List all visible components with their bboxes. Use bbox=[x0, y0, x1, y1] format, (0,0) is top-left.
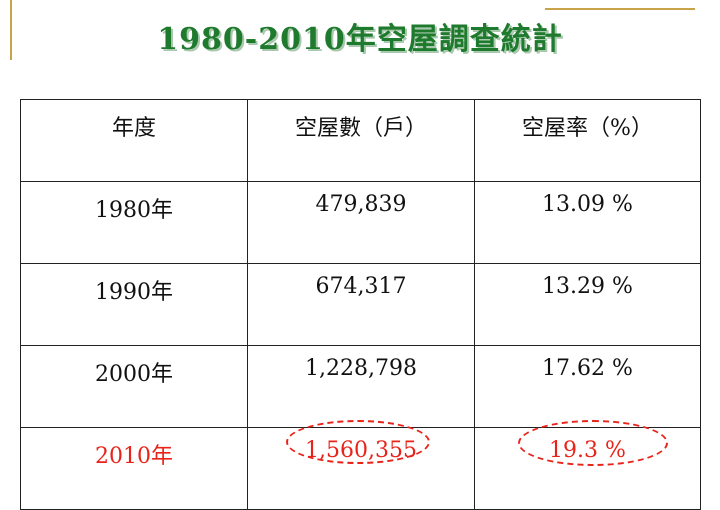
count-cell: 1,560,355 bbox=[247, 427, 475, 510]
count-cell: 1,228,798 bbox=[247, 345, 475, 428]
rate-cell: 19.3 % bbox=[474, 427, 701, 510]
page-title: 1980-2010年空屋調查統計 bbox=[157, 22, 563, 57]
table-row: 2000年 1,228,798 17.62 % bbox=[20, 345, 701, 428]
year-cell: 2010年 bbox=[20, 427, 248, 510]
rate-cell: 13.29 % bbox=[474, 263, 701, 346]
vacancy-table: 年度 空屋數（戶） 空屋率（%） 1980年 479,839 13.09 % 1… bbox=[20, 99, 701, 510]
year-cell: 1980年 bbox=[20, 181, 248, 264]
table-row-highlighted: 2010年 1,560,355 19.3 % bbox=[20, 427, 701, 510]
header-vacant-count: 空屋數（戶） bbox=[247, 99, 475, 182]
year-cell: 1990年 bbox=[20, 263, 248, 346]
count-cell: 479,839 bbox=[247, 181, 475, 264]
left-accent-rule bbox=[10, 0, 12, 60]
rate-cell: 13.09 % bbox=[474, 181, 701, 264]
count-cell: 674,317 bbox=[247, 263, 475, 346]
rate-cell: 17.62 % bbox=[474, 345, 701, 428]
year-cell: 2000年 bbox=[20, 345, 248, 428]
table-row: 1990年 674,317 13.29 % bbox=[20, 263, 701, 346]
header-vacancy-rate: 空屋率（%） bbox=[474, 99, 701, 182]
header-year: 年度 bbox=[20, 99, 248, 182]
table-row: 1980年 479,839 13.09 % bbox=[20, 181, 701, 264]
top-accent-rule bbox=[545, 8, 695, 10]
table-header-row: 年度 空屋數（戶） 空屋率（%） bbox=[20, 99, 701, 182]
